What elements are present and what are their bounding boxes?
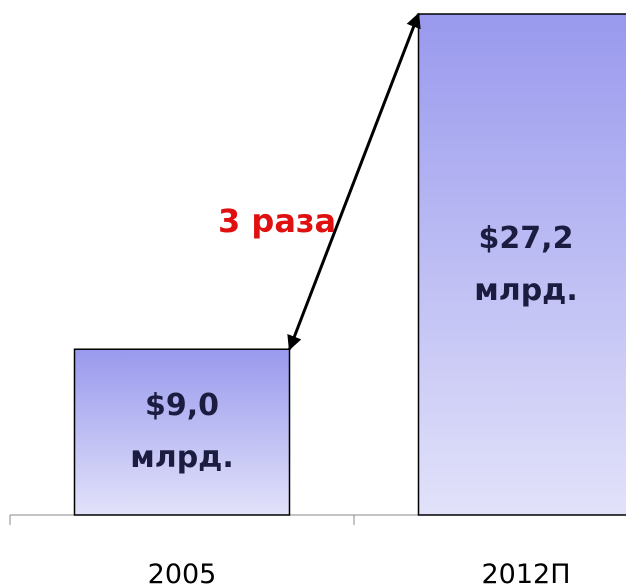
x-tick-label: 2012П: [481, 559, 570, 587]
value-label: $9,0 млрд.: [130, 388, 234, 476]
x-tick-label: 2005: [148, 559, 217, 587]
bar: [417, 13, 626, 516]
annotation: 3 раза: [218, 202, 336, 240]
value-label: $27,2 млрд.: [474, 220, 578, 308]
ratio-arrow: [287, 12, 421, 351]
bar: [73, 348, 291, 516]
